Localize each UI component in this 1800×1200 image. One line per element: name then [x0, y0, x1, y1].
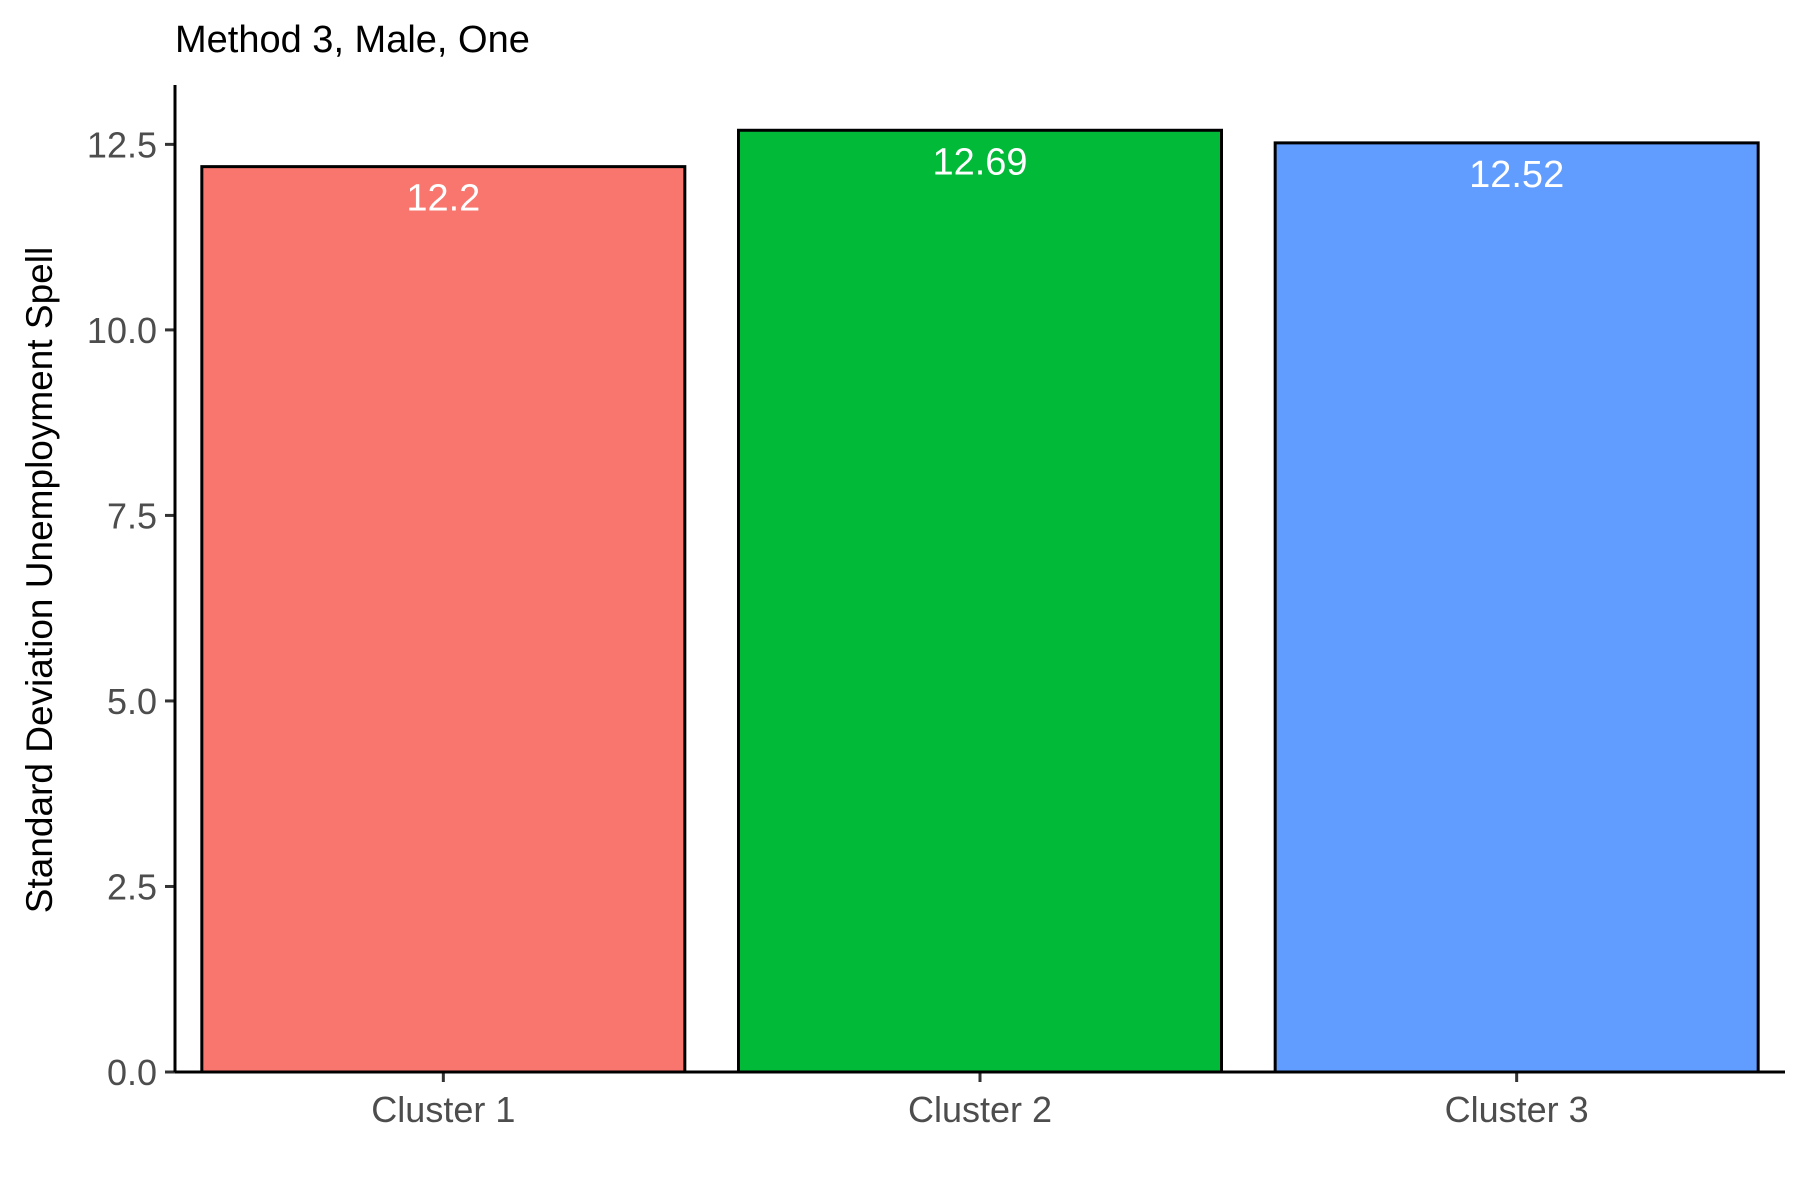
- chart-title: Method 3, Male, One: [175, 19, 530, 61]
- bar-value-label: 12.2: [406, 178, 480, 220]
- bar-value-label: 12.69: [932, 141, 1027, 183]
- bar-3: [1273, 141, 1760, 1074]
- bar-value-label: 12.52: [1469, 154, 1564, 196]
- x-axis-ticks: Cluster 1 Cluster 2 Cluster 3: [371, 1072, 1589, 1130]
- y-tick-label: 10.0: [87, 310, 157, 351]
- bars-group: 12.2 12.69 12.52: [200, 128, 1760, 1074]
- bar-1: [200, 165, 687, 1074]
- y-axis-label: Standard Deviation Unemployment Spell: [19, 247, 60, 913]
- x-tick-label: Cluster 1: [371, 1089, 515, 1130]
- y-tick-label: 12.5: [87, 124, 157, 165]
- x-tick-label: Cluster 3: [1445, 1089, 1589, 1130]
- y-axis-ticks: 0.0 2.5 5.0 7.5 10.0 12.5: [87, 124, 175, 1093]
- x-tick-label: Cluster 2: [908, 1089, 1052, 1130]
- bar-2: [737, 128, 1223, 1074]
- y-tick-label: 7.5: [107, 495, 157, 536]
- y-tick-label: 5.0: [107, 681, 157, 722]
- y-tick-label: 0.0: [107, 1052, 157, 1093]
- y-tick-label: 2.5: [107, 866, 157, 907]
